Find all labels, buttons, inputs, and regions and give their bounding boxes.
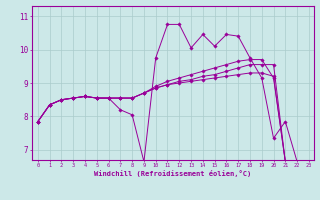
X-axis label: Windchill (Refroidissement éolien,°C): Windchill (Refroidissement éolien,°C) — [94, 170, 252, 177]
